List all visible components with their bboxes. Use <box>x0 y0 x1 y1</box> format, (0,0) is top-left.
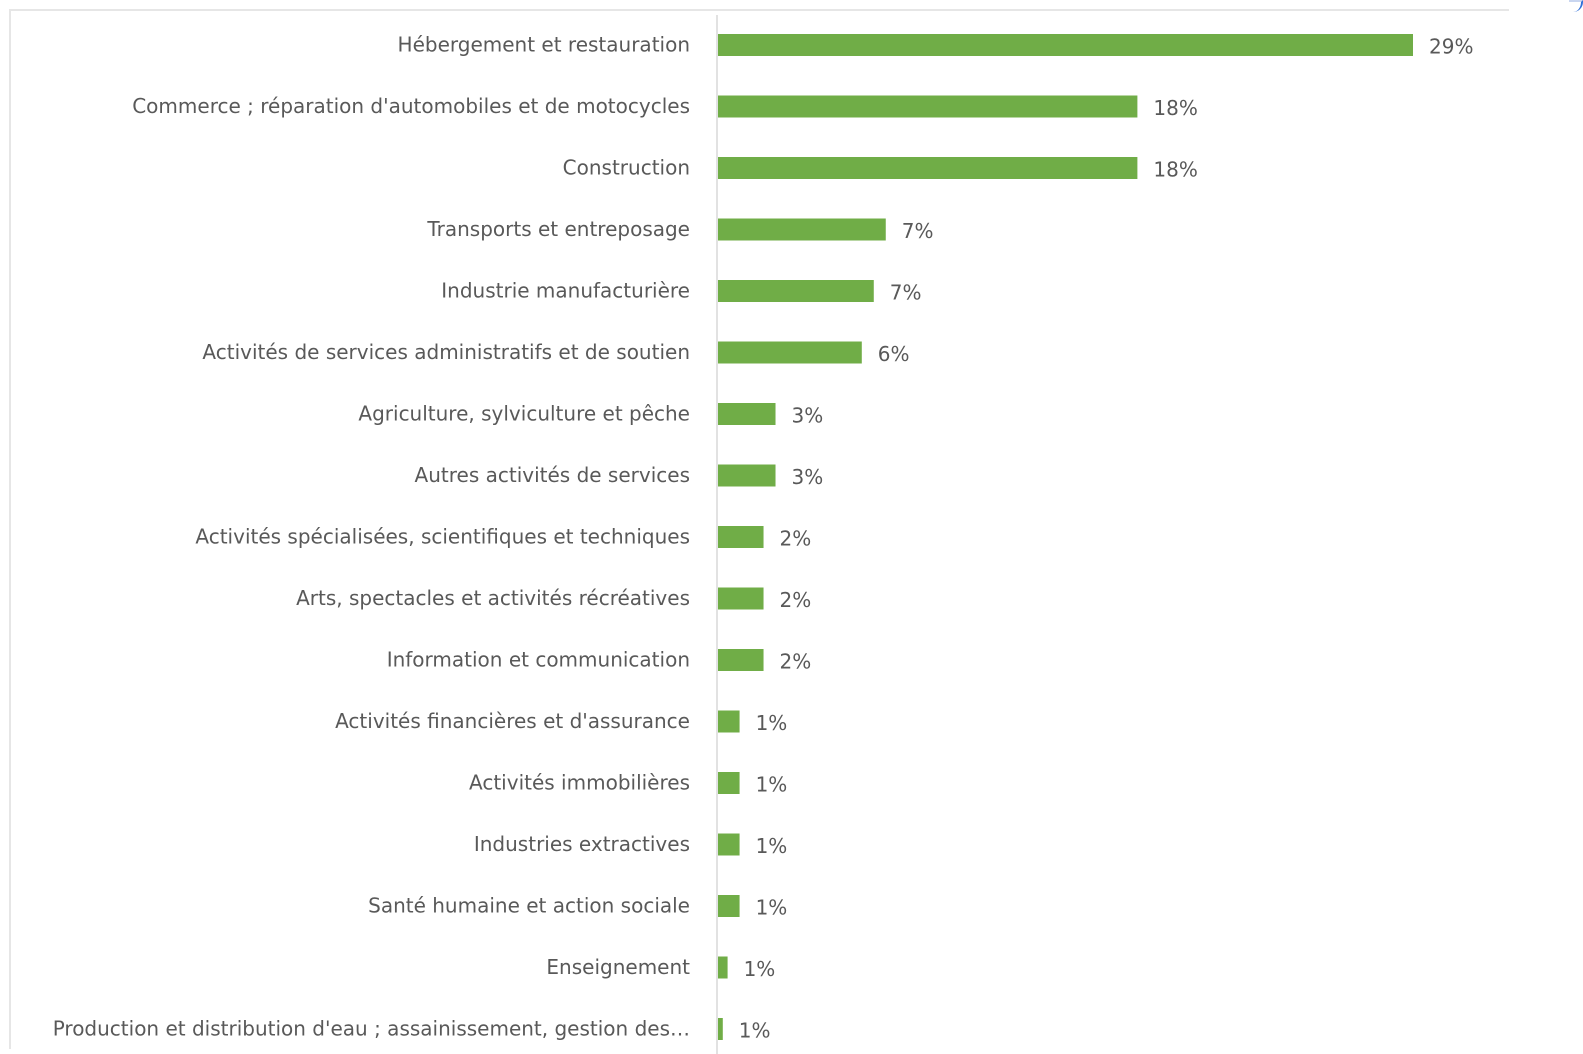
data-value-label: 7% <box>902 219 934 243</box>
category-tick-label: Information et communication <box>387 648 690 672</box>
category-tick-label: Activités financières et d'assurance <box>335 709 690 733</box>
bar-14 <box>718 833 740 856</box>
bar-17 <box>718 1018 723 1040</box>
category-tick-label: Santé humaine et action sociale <box>368 894 690 918</box>
category-tick-label: Agriculture, sylviculture et pêche <box>358 402 690 426</box>
bar-16 <box>718 956 728 979</box>
data-value-label: 1% <box>756 711 788 735</box>
bar-1 <box>718 34 1413 56</box>
category-tick-label: Industrie manufacturière <box>441 279 690 303</box>
data-value-label: 18% <box>1153 158 1197 182</box>
category-tick-label: Construction <box>563 156 690 180</box>
bar-13 <box>718 772 740 794</box>
bar-3 <box>718 157 1138 179</box>
category-tick-label: Hébergement et restauration <box>398 33 690 57</box>
data-value-label: 1% <box>756 773 788 797</box>
corner-marker-icon <box>1569 0 1583 12</box>
category-tick-label: Activités spécialisées, scientifiques et… <box>195 525 690 549</box>
data-value-label: 1% <box>744 957 776 981</box>
bar-15 <box>718 895 740 917</box>
data-value-label: 7% <box>890 281 922 305</box>
category-tick-label: Transports et entreposage <box>426 217 690 241</box>
data-value-label: 2% <box>780 588 812 612</box>
category-tick-label: Production et distribution d'eau ; assai… <box>53 1017 690 1041</box>
labels-layer: Hébergement et restauration 29% Commerce ;… <box>53 33 1474 1043</box>
data-value-label: 29% <box>1429 35 1473 59</box>
bars-layer <box>718 34 1413 1040</box>
bar-4 <box>718 218 886 241</box>
data-value-label: 18% <box>1153 96 1197 120</box>
bar-9 <box>718 526 764 548</box>
bar-10 <box>718 587 764 610</box>
category-tick-label: Activités de services administratifs et … <box>202 340 690 364</box>
category-tick-label: Activités immobilières <box>469 771 690 795</box>
category-tick-label: Industries extractives <box>474 832 690 856</box>
category-tick-label: Autres activités de services <box>415 463 690 487</box>
bar-11 <box>718 649 764 671</box>
bar-8 <box>718 464 776 487</box>
data-value-label: 1% <box>756 834 788 858</box>
bar-7 <box>718 403 776 425</box>
data-value-label: 3% <box>792 404 824 428</box>
bar-2 <box>718 95 1138 118</box>
data-value-label: 1% <box>739 1019 771 1043</box>
data-value-label: 2% <box>780 650 812 674</box>
bar-12 <box>718 710 740 733</box>
data-value-label: 1% <box>756 896 788 920</box>
chart-frame <box>9 9 1509 1049</box>
data-value-label: 6% <box>878 342 910 366</box>
category-tick-label: Commerce ; réparation d'automobiles et d… <box>132 94 690 118</box>
category-tick-label: Arts, spectacles et activités récréative… <box>296 586 690 610</box>
data-value-label: 3% <box>792 465 824 489</box>
bar-5 <box>718 280 874 302</box>
bar-6 <box>718 341 862 364</box>
category-tick-label: Enseignement <box>546 955 690 979</box>
data-value-label: 2% <box>780 527 812 551</box>
